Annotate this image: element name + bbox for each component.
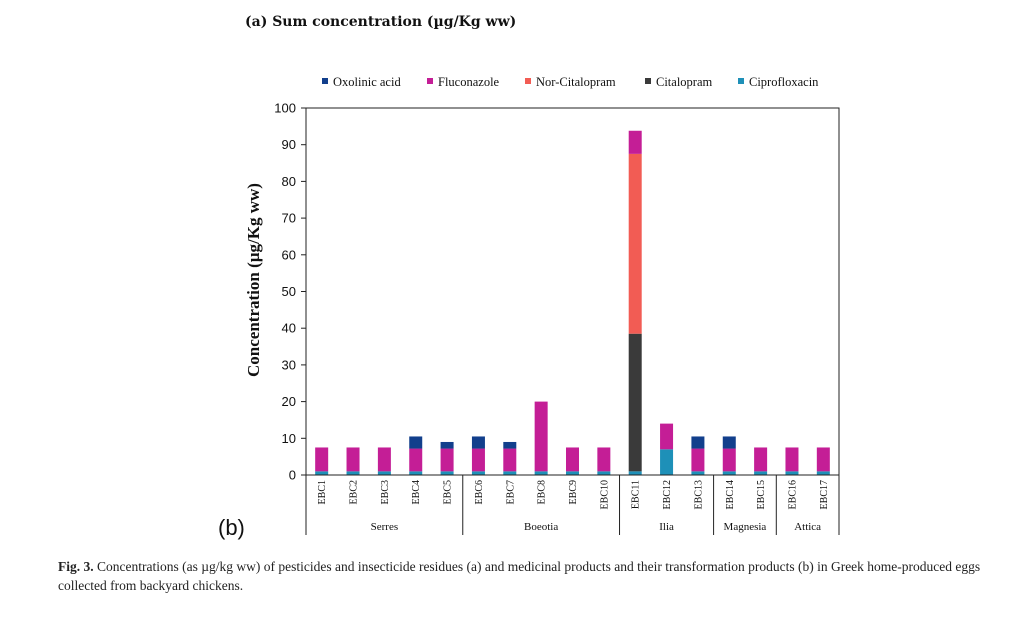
bar-segment [628,333,642,472]
bar-segment [628,130,642,154]
x-tick-label: EBC7 [505,480,516,504]
figure-caption: Fig. 3. Concentrations (as µg/kg ww) of … [58,557,988,595]
legend-swatch [645,78,651,84]
bar-segment [346,471,360,475]
bar-segment [691,436,705,449]
bar-segment [409,448,423,472]
x-tick-label: EBC2 [349,480,360,504]
bar-segment [471,448,485,472]
x-tick-label: EBC10 [599,480,610,509]
legend-label: Nor-Citalopram [536,75,616,89]
y-tick-label: 90 [282,137,296,152]
y-tick-label: 0 [289,468,296,483]
legend-swatch [738,78,744,84]
group-label: Boeotia [524,521,558,533]
bar-segment [722,448,736,472]
x-tick-label: EBC13 [693,480,704,509]
y-axis-ticks: 0 10 20 30 40 50 60 70 80 90 100 [274,101,306,483]
caption-text: Concentrations (as µg/kg ww) of pesticid… [58,559,981,593]
bar-segment [534,401,548,472]
y-tick-label: 10 [282,431,296,446]
bar-segment [440,448,454,472]
bar-segment [377,447,391,472]
legend: Oxolinic acid Fluconazole Nor-Citalopram Ci… [322,75,819,89]
bar-segment [785,471,799,475]
x-tick-label: EBC5 [443,480,454,504]
group-label: Magnesia [724,521,767,533]
x-tick-label: EBC1 [317,480,328,504]
bar-segment [566,447,579,472]
bar-segment [315,447,329,472]
bar-segment [785,447,799,472]
legend-label: Citalopram [656,75,713,89]
group-label: Attica [794,521,821,533]
bar-segment [471,471,485,475]
bar-segment [315,471,329,475]
panel-label: (b) [218,515,245,540]
bar-segment [722,436,736,449]
bar-segment [816,471,830,475]
legend-swatch [322,78,328,84]
x-tick-label: EBC16 [787,480,798,509]
plot-frame [305,107,840,476]
legend-label: Oxolinic acid [333,75,401,89]
bar-segment [377,471,391,475]
bar-segment [660,423,674,450]
bar-segment [503,441,517,449]
bar-segment [597,471,611,475]
x-tick-label: EBC14 [725,480,736,509]
x-tick-label: EBC4 [411,480,422,504]
bar-segment [754,471,768,475]
x-tick-label: EBC12 [662,480,673,509]
x-tick-label: EBC11 [631,480,642,509]
y-tick-label: 30 [282,357,296,372]
x-tick-label: EBC9 [568,480,579,504]
y-axis-label: Concentration (µg/Kg ww) [244,183,263,377]
bar-segment [409,471,423,475]
bar-segment [503,448,517,472]
group-label: Ilia [659,521,674,533]
bar-segment [722,471,736,475]
x-tick-label: EBC17 [819,480,830,509]
bar-segment [660,449,674,475]
bar-segment [691,448,705,472]
legend-label: Fluconazole [438,75,500,89]
panel-title: (a) Sum concentration (µg/Kg ww) [245,14,517,30]
bar-segment [691,471,705,475]
bar-segment [409,436,423,449]
legend-label: Ciprofloxacin [749,75,819,89]
bar-segment [440,471,454,475]
y-tick-label: 50 [282,284,296,299]
x-tick-label: EBC6 [474,480,485,504]
bar-segment [503,471,517,475]
y-tick-label: 20 [282,394,296,409]
y-tick-label: 80 [282,174,296,189]
bar-segment [628,153,642,334]
y-tick-label: 60 [282,247,296,262]
group-label: Serres [371,521,399,533]
y-tick-label: 100 [274,101,296,116]
caption-fig-label: Fig. 3. [58,559,94,574]
bars [315,130,830,475]
bar-segment [628,471,642,475]
bar-segment [566,471,579,475]
group-labels: Serres Boeotia Ilia Magnesia Attica [305,475,840,535]
bar-segment [597,447,611,472]
bar-segment [534,471,548,475]
x-tick-label: EBC15 [756,480,767,509]
bar-segment [754,447,768,472]
legend-swatch [525,78,531,84]
bar-segment [440,441,454,449]
x-tick-label: EBC3 [380,480,391,504]
category-labels: EBC1 EBC2 EBC3 EBC4 EBC5 EBC6 EBC7 EBC8 EBC9 EBC1… [317,480,830,509]
y-tick-label: 70 [282,211,296,226]
bar-segment [471,436,485,449]
y-tick-label: 40 [282,321,296,336]
bar-segment [816,447,830,472]
legend-swatch [427,78,433,84]
bar-segment [346,447,360,472]
x-tick-label: EBC8 [537,480,548,504]
